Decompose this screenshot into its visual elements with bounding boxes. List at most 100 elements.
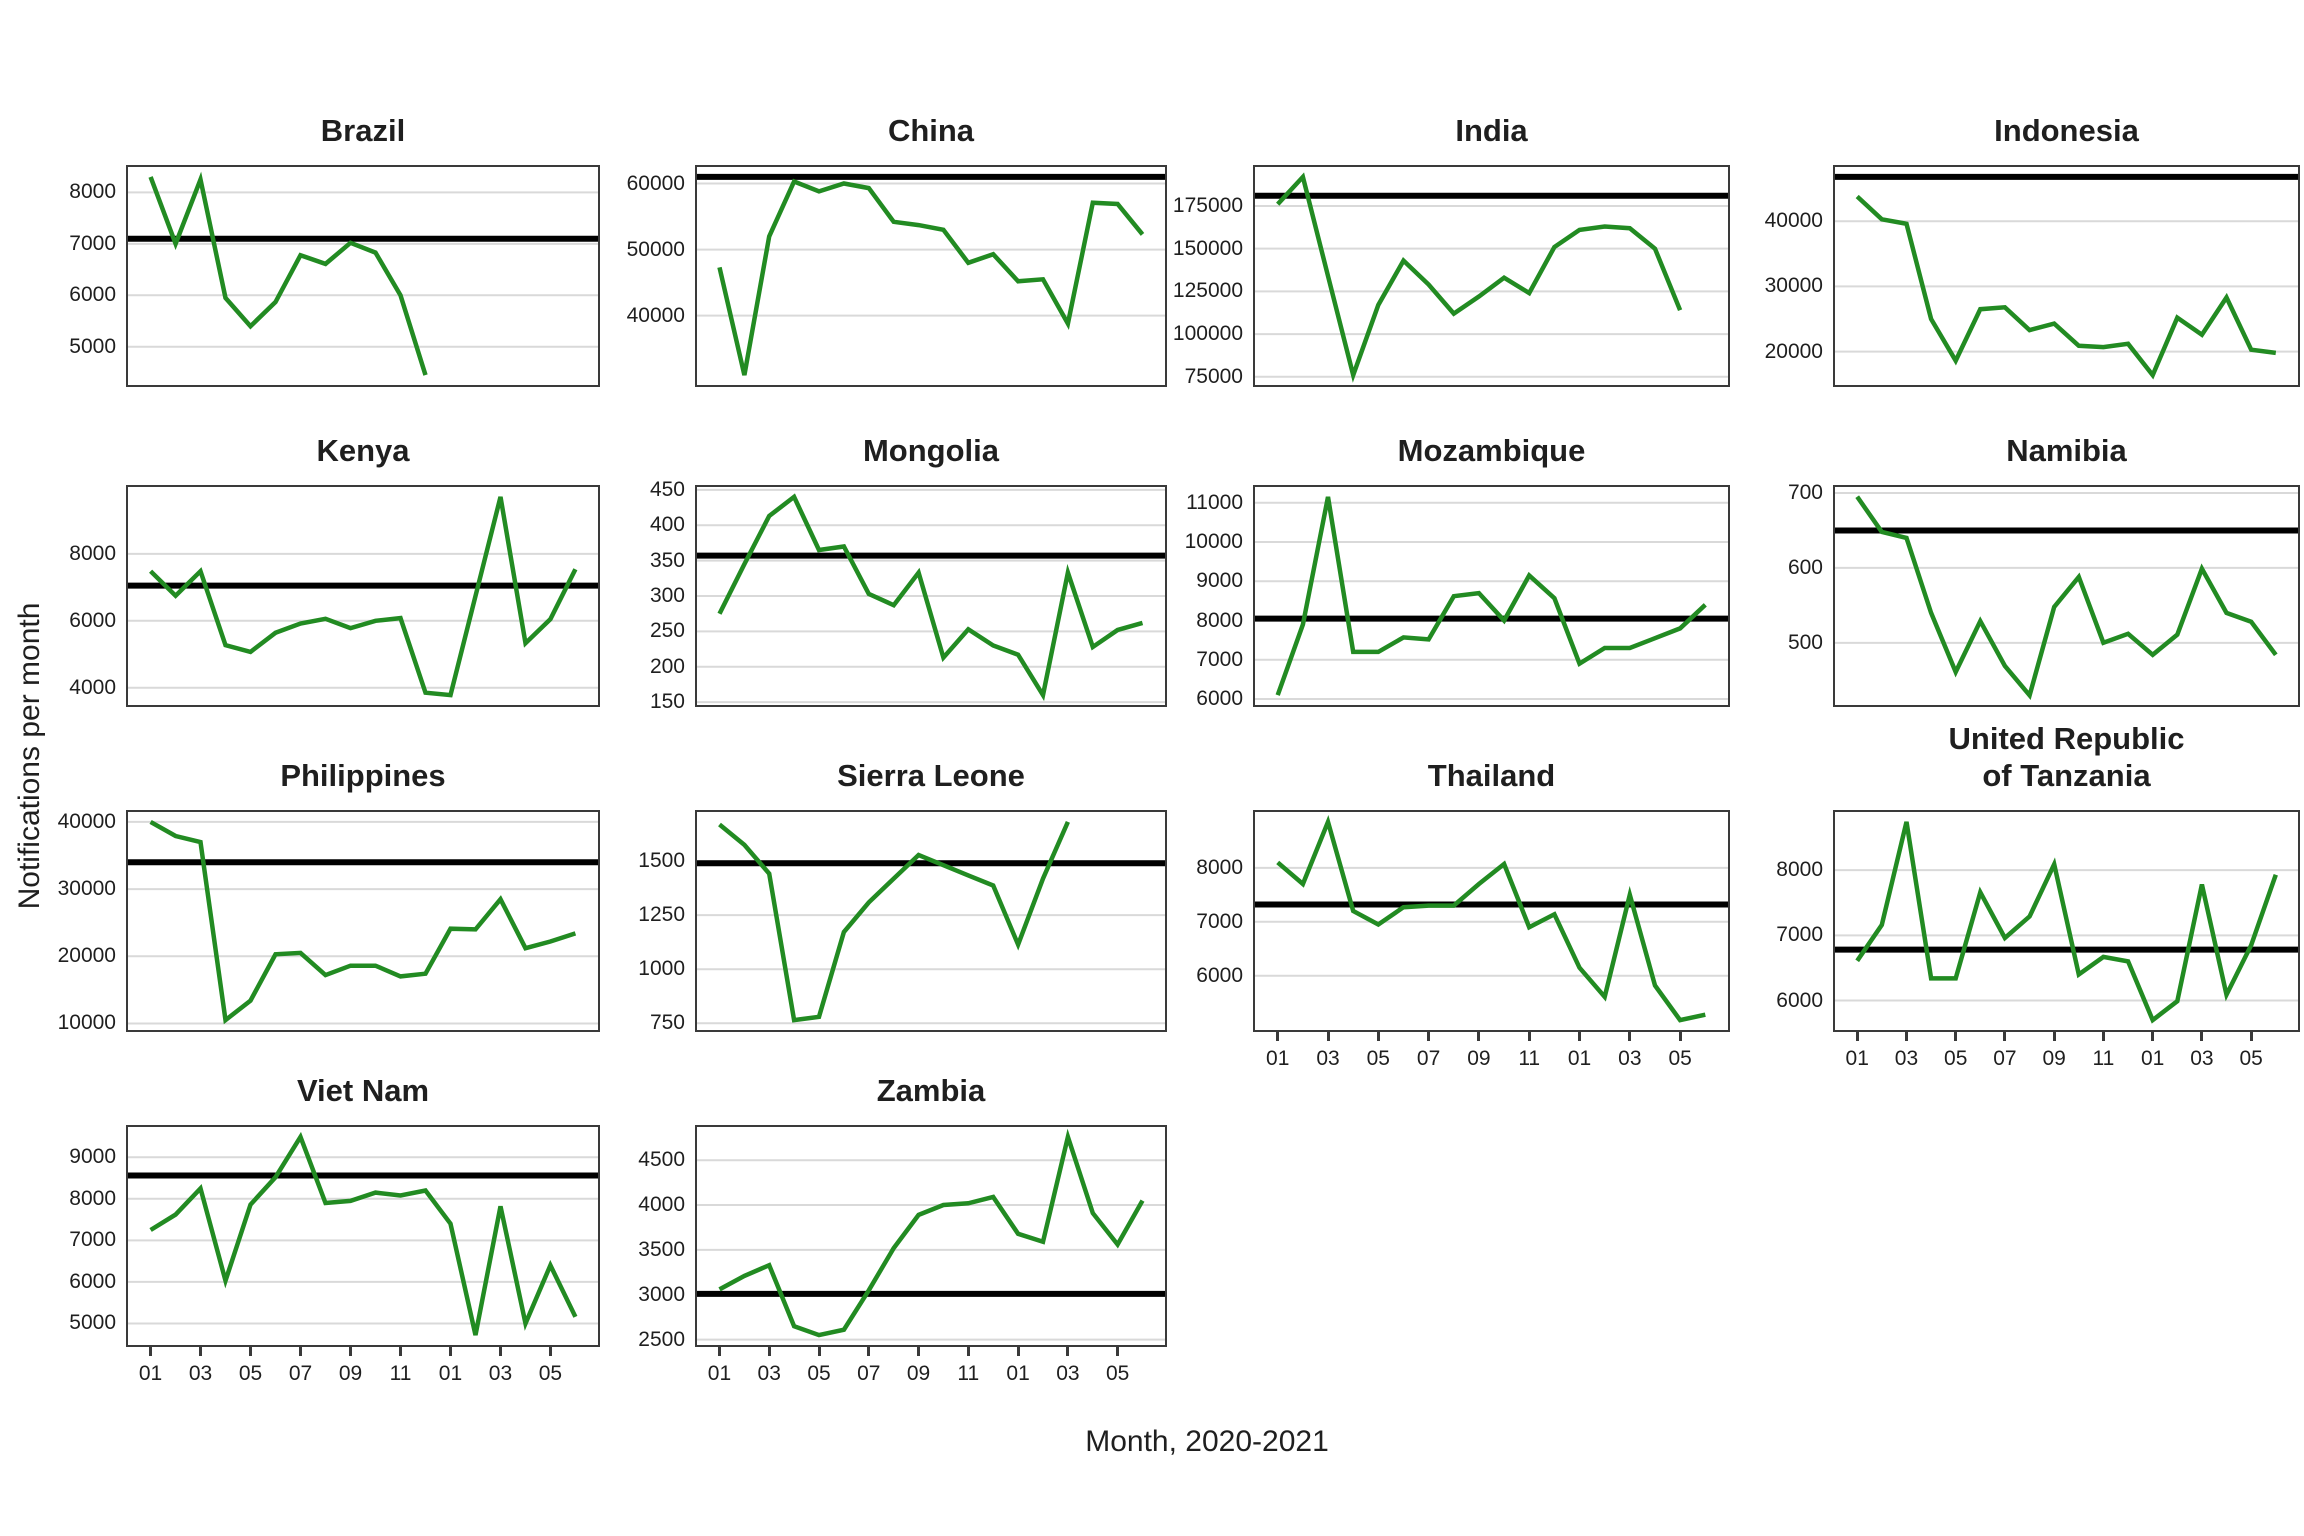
y-tick-label: 75000 xyxy=(1184,364,1243,388)
y-tick-label: 8000 xyxy=(1196,855,1243,879)
x-tick-mark xyxy=(1954,1032,1958,1041)
y-tick-label: 400 xyxy=(649,513,685,537)
x-tick-label: 05 xyxy=(538,1362,563,1385)
y-tick-label: 450 xyxy=(649,477,685,501)
panel-title-thailand: Thailand xyxy=(1427,758,1556,793)
x-tick-label: 03 xyxy=(2190,1047,2214,1070)
x-tick-label: 05 xyxy=(807,1362,831,1385)
panel-title-namibia: Namibia xyxy=(2006,433,2127,468)
notifications-line xyxy=(718,820,1070,1023)
chart-svg-tanzania xyxy=(1835,821,2298,1024)
y-tick-label: 6000 xyxy=(69,1269,116,1293)
y-tick-label: 3500 xyxy=(638,1237,685,1261)
panel-title-brazil: Brazil xyxy=(320,113,406,148)
notifications-line xyxy=(1275,496,1707,696)
chart-svg-mongolia xyxy=(697,488,1165,704)
x-tick-mark xyxy=(548,1347,552,1356)
x-tick-label: 01 xyxy=(1266,1047,1290,1070)
y-tick-label: 125000 xyxy=(1172,279,1243,303)
x-tick-label: 01 xyxy=(707,1362,732,1385)
panel-india xyxy=(1253,165,1730,387)
y-tick-label: 20000 xyxy=(57,944,116,968)
chart-svg-philippines xyxy=(128,819,598,1025)
x-tick-mark xyxy=(1376,1032,1380,1041)
panel-tanzania xyxy=(1833,810,2300,1032)
notifications-line xyxy=(1276,814,1706,1023)
y-tick-label: 6000 xyxy=(1776,988,1823,1012)
y-tick-label: 9000 xyxy=(1196,569,1243,593)
y-tick-label: 150000 xyxy=(1172,236,1243,260)
panel-title-zambia: Zambia xyxy=(876,1073,986,1108)
x-tick-mark xyxy=(1678,1032,1682,1041)
y-tick-label: 250 xyxy=(649,619,685,643)
notifications-line xyxy=(717,178,1145,376)
y-tick-label: 350 xyxy=(649,548,685,572)
chart-svg-indonesia xyxy=(1835,173,2298,380)
y-tick-label: 6000 xyxy=(69,283,116,307)
panel-title-viet-nam: Viet Nam xyxy=(296,1073,430,1108)
y-tick-label: 8000 xyxy=(69,541,116,565)
x-tick-mark xyxy=(2101,1032,2105,1041)
x-tick-mark xyxy=(867,1347,871,1356)
y-tick-label: 7000 xyxy=(69,1228,116,1252)
panel-title-mozambique: Mozambique xyxy=(1397,433,1586,468)
y-tick-label: 3000 xyxy=(638,1282,685,1306)
chart-svg-india xyxy=(1255,172,1728,383)
x-tick-label: 01 xyxy=(1845,1047,1869,1070)
x-tick-mark xyxy=(717,1347,721,1356)
y-tick-label: 4000 xyxy=(638,1193,685,1217)
panel-zambia xyxy=(695,1125,1167,1347)
x-tick-label: 11 xyxy=(389,1362,412,1385)
x-tick-mark xyxy=(1066,1347,1070,1356)
panel-namibia xyxy=(1833,485,2300,707)
x-tick-label: 05 xyxy=(1944,1047,1968,1070)
panel-title-tanzania: United Republic of Tanzania xyxy=(1948,721,2185,793)
x-tick-label: 09 xyxy=(906,1362,931,1385)
x-tick-mark xyxy=(1855,1032,1859,1041)
y-tick-label: 700 xyxy=(1787,480,1823,504)
y-tick-label: 40000 xyxy=(626,303,685,327)
x-tick-mark xyxy=(1116,1347,1120,1356)
notifications-line xyxy=(718,1128,1145,1338)
chart-svg-brazil xyxy=(128,171,598,376)
panel-title-indonesia: Indonesia xyxy=(1994,113,2139,148)
y-tick-label: 7000 xyxy=(69,231,116,255)
panel-title-china: China xyxy=(887,113,975,148)
x-tick-label: 01 xyxy=(1567,1047,1592,1070)
x-tick-mark xyxy=(498,1347,502,1356)
x-tick-mark xyxy=(199,1347,203,1356)
panel-thailand xyxy=(1253,810,1730,1032)
chart-svg-thailand xyxy=(1255,814,1728,1023)
x-tick-label: 05 xyxy=(1668,1047,1692,1070)
x-tick-mark xyxy=(817,1347,821,1356)
y-tick-label: 4000 xyxy=(69,675,116,699)
notifications-line xyxy=(1855,821,2278,1024)
x-tick-mark xyxy=(2003,1032,2007,1041)
y-tick-label: 1000 xyxy=(638,957,685,981)
y-tick-label: 11000 xyxy=(1186,490,1243,514)
y-tick-label: 6000 xyxy=(1196,687,1243,711)
y-tick-label: 8000 xyxy=(69,180,116,204)
x-tick-mark xyxy=(966,1347,970,1356)
y-tick-label: 8000 xyxy=(1196,608,1243,632)
y-tick-label: 2500 xyxy=(638,1327,685,1351)
panel-viet-nam xyxy=(126,1125,600,1347)
x-tick-mark xyxy=(1578,1032,1582,1041)
x-tick-mark xyxy=(1326,1032,1330,1041)
panel-mongolia xyxy=(695,485,1167,707)
y-tick-label: 600 xyxy=(1787,555,1823,579)
x-tick-mark xyxy=(1527,1032,1531,1041)
chart-svg-mozambique xyxy=(1255,496,1728,701)
y-tick-label: 500 xyxy=(1787,630,1823,654)
y-tick-label: 6000 xyxy=(1196,963,1243,987)
y-tick-label: 750 xyxy=(649,1011,685,1035)
y-axis-label: Notifications per month xyxy=(13,602,46,910)
x-tick-mark xyxy=(448,1347,452,1356)
notifications-line xyxy=(149,819,577,1025)
x-tick-label: 05 xyxy=(1105,1362,1130,1385)
panel-title-kenya: Kenya xyxy=(316,433,410,468)
x-tick-mark xyxy=(2151,1032,2155,1041)
y-tick-label: 9000 xyxy=(69,1145,116,1169)
panel-title-sierra-leone: Sierra Leone xyxy=(837,758,1025,793)
